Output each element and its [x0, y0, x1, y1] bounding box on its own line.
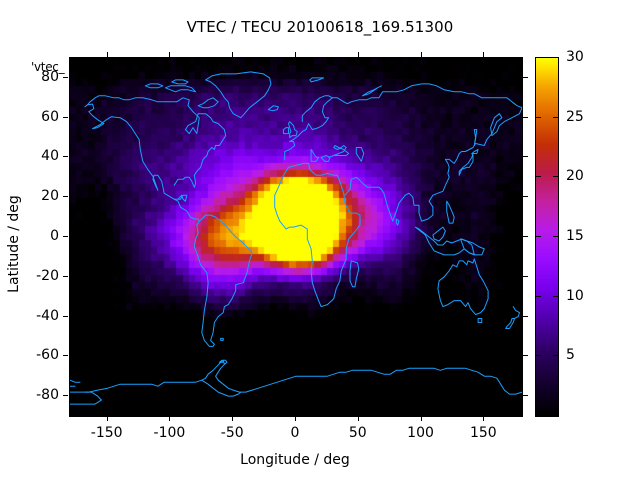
x-tick-label: 100 [407, 425, 434, 441]
y-tick-label: 40 [41, 148, 59, 165]
figure-title: VTEC / TECU 20100618_169.51300 [186, 18, 454, 36]
x-tick-label: -50 [220, 425, 244, 441]
colorbar-tick-mark [536, 116, 541, 118]
vtec-heatmap-canvas [70, 58, 522, 416]
x-axis-title: Longitude / deg [240, 452, 350, 468]
x-tick-label: 50 [348, 425, 367, 441]
y-tick-mark-right [523, 196, 528, 198]
x-tick-mark [106, 416, 108, 421]
y-tick-mark-right [523, 315, 528, 317]
y-tick-mark [63, 355, 68, 357]
colorbar-tick-label: 25 [566, 108, 584, 125]
colorbar-tick-label: 30 [566, 49, 584, 65]
x-tick-mark [483, 416, 485, 421]
colorbar-tick-mark [536, 57, 541, 58]
colorbar-tick-mark-right [553, 57, 558, 58]
x-tick-mark [357, 416, 359, 421]
y-tick-mark-right [523, 275, 528, 277]
colorbar-tick-mark-right [553, 355, 558, 357]
y-tick-label: 80 [41, 68, 59, 85]
y-tick-mark-right [523, 395, 528, 397]
y-axis-title: Latitude / deg [6, 195, 22, 293]
x-tick-mark-top [295, 52, 296, 57]
y-tick-mark-right [523, 156, 528, 158]
map-plot-area[interactable] [69, 57, 523, 417]
x-tick-mark-top [106, 52, 108, 57]
colorbar-tick-label: 10 [566, 287, 584, 304]
vtec-artifact-label: 'vtec_ [31, 60, 65, 74]
colorbar-tick-mark [536, 355, 541, 357]
y-tick-label: -40 [36, 307, 59, 324]
x-tick-mark-top [420, 52, 422, 57]
x-tick-label: -100 [153, 425, 186, 441]
colorbar[interactable] [535, 57, 559, 417]
x-tick-label: 0 [290, 425, 300, 441]
x-tick-mark [232, 416, 234, 421]
y-tick-label: -20 [36, 267, 59, 284]
x-tick-label: -150 [90, 425, 123, 441]
y-tick-mark-right [523, 355, 528, 357]
colorbar-tick-mark [536, 176, 541, 178]
y-tick-mark [63, 315, 68, 317]
x-tick-mark-top [483, 52, 485, 57]
coastline-overlay [70, 58, 522, 416]
colorbar-tick-label: 20 [566, 168, 584, 185]
y-tick-mark [63, 196, 68, 198]
y-tick-mark [63, 275, 68, 277]
x-tick-mark-top [232, 52, 234, 57]
y-tick-mark-right [523, 76, 528, 78]
y-tick-mark [63, 156, 68, 158]
colorbar-tick-label: 5 [566, 347, 575, 364]
y-tick-label: 20 [41, 188, 59, 205]
y-tick-mark-right [523, 116, 528, 118]
y-tick-label: 60 [41, 108, 59, 125]
y-tick-mark [63, 395, 68, 397]
y-tick-mark [63, 76, 68, 78]
colorbar-gradient [536, 58, 558, 416]
y-tick-mark-right [523, 236, 528, 237]
y-tick-label: -80 [36, 387, 59, 404]
x-tick-mark-top [357, 52, 359, 57]
colorbar-tick-mark-right [553, 116, 558, 118]
colorbar-tick-label: 15 [566, 228, 584, 244]
y-tick-label: -60 [36, 347, 59, 364]
x-tick-mark [295, 416, 296, 421]
y-tick-mark [63, 236, 68, 237]
colorbar-tick-mark-right [553, 176, 558, 178]
colorbar-tick-mark [536, 295, 541, 297]
colorbar-tick-mark-right [553, 295, 558, 297]
colorbar-tick-mark-right [553, 236, 558, 237]
y-tick-label: 0 [50, 228, 59, 244]
x-tick-label: 150 [469, 425, 497, 441]
x-tick-mark [420, 416, 422, 421]
colorbar-tick-mark [536, 236, 541, 237]
x-tick-mark-top [169, 52, 171, 57]
x-tick-mark [169, 416, 171, 421]
y-tick-mark [63, 116, 68, 118]
